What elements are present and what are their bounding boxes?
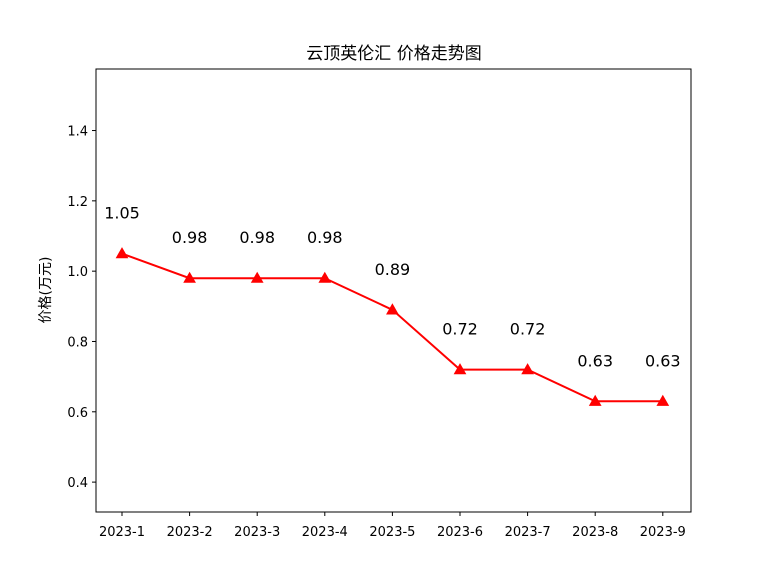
x-tick-label: 2023-3 [234,525,280,540]
data-point-marker [250,271,264,283]
data-label: 0.98 [307,228,343,247]
y-tick-label: 1.4 [67,125,88,140]
data-label: 0.72 [510,320,546,339]
x-tick-label: 2023-8 [572,525,618,540]
data-label: 0.98 [172,228,208,247]
data-point-marker [115,247,129,259]
data-point-marker [521,363,534,375]
y-tick-label: 0.4 [67,476,88,491]
data-point-marker [588,394,602,406]
data-label: 0.98 [239,228,275,247]
data-label: 0.63 [645,351,681,370]
data-label: 0.89 [375,260,411,279]
data-label: 1.05 [104,204,140,223]
y-tick-label: 1.2 [67,195,88,210]
x-tick-label: 2023-9 [640,525,686,540]
x-tick-label: 2023-1 [99,525,145,540]
data-point-marker [183,271,196,283]
data-point-marker [318,271,332,283]
data-labels-layer: 1.05 0.98 0.98 0.98 0.89 0.72 0.72 0.63 0.63 [104,204,680,371]
x-tick-label: 2023-2 [167,525,213,540]
series-layer [115,247,670,406]
y-tick-label: 1.0 [67,265,88,280]
x-tick-label: 2023-6 [437,525,483,540]
x-tick-label: 2023-5 [369,525,415,540]
data-point-marker [386,303,399,315]
data-label: 0.72 [442,320,478,339]
x-tick-label: 2023-4 [302,525,348,540]
data-point-marker [453,363,467,375]
y-tick-label: 0.6 [67,406,88,421]
data-label: 0.63 [577,351,613,370]
data-point-marker [656,394,670,406]
plot-area-frame [95,68,692,513]
y-axis: 0.4 0.6 0.8 1.0 1.2 1.4 [67,125,96,491]
chart-title: 云顶英伦汇 价格走势图 [306,44,481,64]
y-tick-label: 0.8 [67,335,88,350]
y-axis-label: 价格(万元) [38,257,54,324]
x-axis: 2023-1 2023-2 2023-3 2023-4 2023-5 2023-6 2023… [99,512,686,540]
x-tick-label: 2023-7 [505,525,551,540]
